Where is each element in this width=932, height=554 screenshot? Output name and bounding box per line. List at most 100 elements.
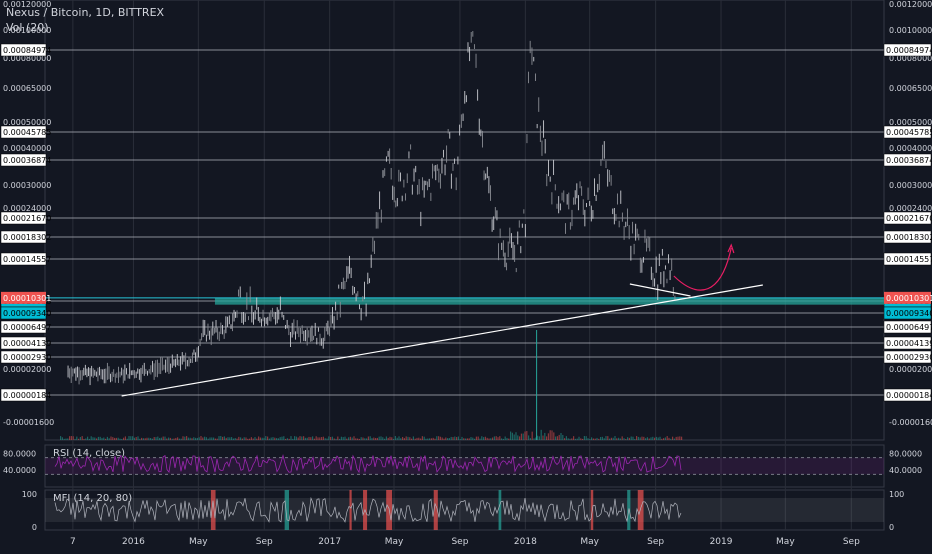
- volume-bar: [562, 434, 564, 440]
- volume-bar: [241, 438, 243, 440]
- volume-bar: [366, 438, 368, 440]
- volume-bar: [223, 436, 225, 440]
- volume-bar: [546, 436, 548, 440]
- y-tick-label-left: 0.00024000: [3, 204, 51, 213]
- volume-bar: [249, 438, 251, 440]
- candles: [67, 31, 676, 386]
- volume-bar: [501, 438, 503, 440]
- level-label-box-left: [0, 252, 47, 266]
- volume-bar: [600, 436, 602, 440]
- volume-bar: [596, 437, 598, 440]
- volume-bar: [621, 436, 623, 440]
- level-label-right: 0.00014557: [886, 255, 932, 264]
- volume-bar: [184, 436, 186, 440]
- volume-bar: [69, 436, 71, 440]
- volume-bar: [198, 437, 200, 440]
- volume-bar: [441, 437, 443, 440]
- volume-bar: [353, 436, 355, 440]
- volume-bar: [218, 436, 220, 440]
- volume-bar: [148, 437, 150, 440]
- mfi-highlight: [637, 490, 644, 530]
- last-price-box-left: [1, 291, 46, 304]
- level-label-left: 0.00014557: [3, 255, 51, 264]
- level-label-right: 0.00021670: [886, 214, 932, 223]
- rsi-tick-label: 80.0000: [3, 449, 36, 458]
- volume-bar: [85, 438, 87, 440]
- volume-bar: [472, 437, 474, 440]
- rsi-line: [54, 454, 682, 474]
- volume-bar: [646, 437, 648, 440]
- volume-bar: [250, 437, 252, 440]
- level-label-left: 0.00084974: [3, 46, 51, 55]
- volume-bar: [87, 436, 89, 440]
- volume-bar: [339, 438, 341, 440]
- volume-bar: [614, 436, 616, 440]
- volume-bar: [681, 436, 683, 440]
- level-label-box-right: [883, 388, 932, 402]
- volume-bar: [299, 436, 301, 440]
- level-label-left: 0.00009340: [3, 309, 51, 318]
- x-tick-label: 2019: [710, 537, 733, 547]
- volume-bar: [196, 437, 198, 440]
- mfi-tick-label: 100: [889, 490, 904, 499]
- volume-bar: [679, 436, 681, 440]
- volume-bar: [564, 438, 566, 440]
- volume-bar: [166, 438, 168, 440]
- volume-bar: [470, 437, 472, 440]
- volume-bar: [191, 438, 193, 440]
- level-label-box-right: [883, 336, 932, 350]
- projection-path: [673, 247, 732, 291]
- volume-bar: [346, 438, 348, 440]
- volume-bar: [447, 438, 449, 440]
- volume-bar: [61, 437, 63, 440]
- volume-bar: [411, 438, 413, 440]
- volume-bar: [123, 437, 125, 440]
- volume-bar: [101, 437, 103, 440]
- volume-bar: [204, 436, 206, 440]
- volume-bar: [659, 436, 661, 440]
- y-tick-label-left: -0.00001600: [3, 418, 54, 427]
- volume-bar: [252, 438, 254, 440]
- x-tick-label: Sep: [451, 537, 468, 547]
- level-label-box-left: [0, 43, 47, 57]
- volume-bar: [443, 438, 445, 440]
- y-tick-label-left: 0.00120000: [3, 0, 51, 9]
- volume-bar: [632, 436, 634, 440]
- level-label-box-left: [0, 388, 47, 402]
- level-label-left: 0.00004139: [3, 339, 51, 348]
- volume-bar: [641, 436, 643, 440]
- volume-bar: [506, 438, 508, 440]
- x-tick-label: Sep: [647, 537, 664, 547]
- y-tick-label-left: 0.00050000: [3, 118, 51, 127]
- volume-bar: [173, 438, 175, 440]
- volume-bar: [200, 436, 202, 440]
- volume-bar: [520, 433, 522, 440]
- volume-bar: [340, 436, 342, 440]
- volume-bar: [555, 436, 557, 440]
- volume-bar: [160, 437, 162, 440]
- volume-bar: [133, 437, 135, 440]
- level-label-right: 0.00009340: [886, 309, 932, 318]
- rsi-label: RSI (14, close): [53, 448, 125, 459]
- volume-bar: [508, 438, 510, 440]
- volume-bar: [477, 436, 479, 440]
- volume-bar: [465, 438, 467, 440]
- mfi-highlight: [210, 490, 216, 530]
- volume-bar: [672, 436, 674, 440]
- volume-bar: [326, 438, 328, 440]
- y-tick-label-left: 0.00080000: [3, 54, 51, 63]
- level-label-box-left: [0, 320, 47, 334]
- volume-bar: [538, 436, 540, 440]
- y-tick-label-left: 0.00040000: [3, 144, 51, 153]
- level-label-left: 0.00036874: [3, 156, 51, 165]
- last-price-label-right: 0.00010301: [886, 294, 932, 303]
- volume-bar: [529, 438, 531, 440]
- volume-bar: [405, 436, 407, 440]
- volume-bar: [396, 437, 398, 440]
- volume-bar: [589, 438, 591, 440]
- volume-bar: [648, 438, 650, 440]
- volume-bar: [664, 437, 666, 440]
- volume-bar: [387, 437, 389, 440]
